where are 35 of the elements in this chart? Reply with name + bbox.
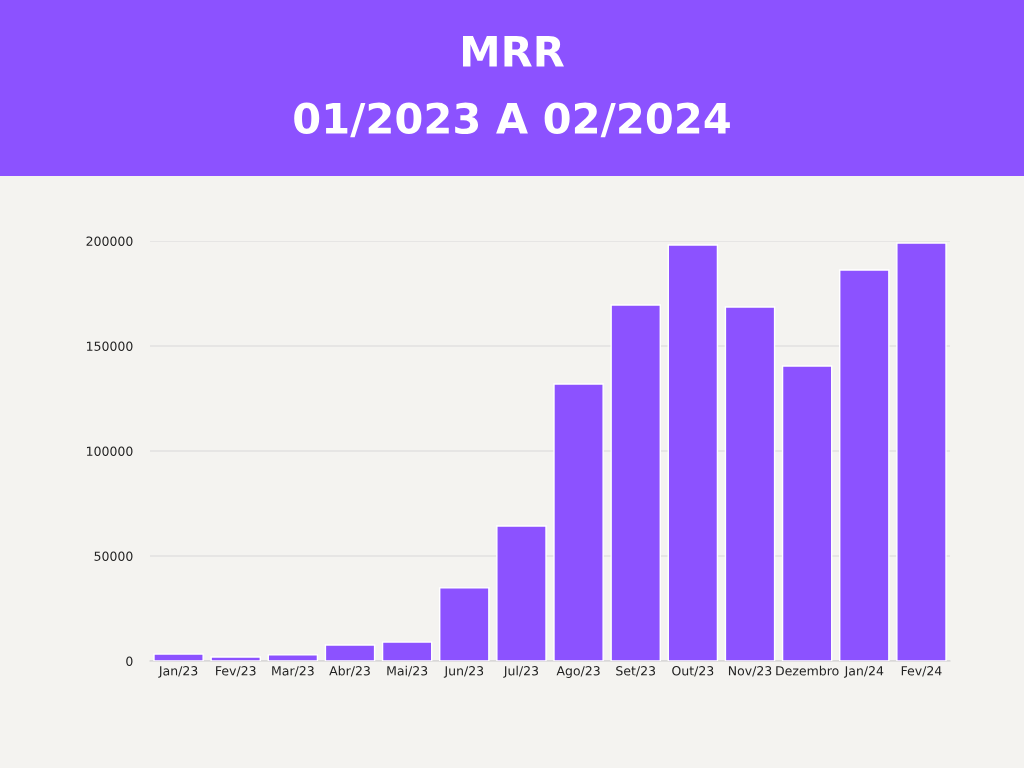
- x-tick-label: Jan/24: [843, 666, 884, 678]
- chart-subtitle: 01/2023 A 02/2024: [294, 102, 730, 138]
- x-tick-label: Nov/23: [728, 666, 772, 677]
- y-tick-label: 0: [126, 656, 133, 666]
- bar: [381, 641, 433, 661]
- bar: [553, 383, 604, 661]
- bar: [439, 587, 490, 661]
- x-tick-label: Jan/23: [158, 666, 198, 678]
- y-tick-label: 100000: [86, 446, 133, 456]
- x-tick-label: Abr/23: [329, 665, 370, 677]
- bar: [667, 244, 719, 661]
- x-tick-label: Dezembro: [776, 665, 839, 676]
- x-tick-label: Set/23: [616, 666, 656, 677]
- x-tick-label: Jun/23: [443, 666, 484, 678]
- bar: [839, 269, 890, 661]
- x-tick-label: Fev/24: [901, 666, 942, 677]
- y-tick-label: 200000: [86, 236, 133, 246]
- x-tick-label: Ago/23: [556, 666, 600, 678]
- x-tick-label: Fev/23: [216, 666, 256, 677]
- bar: [610, 304, 661, 661]
- y-tick-label: 150000: [86, 341, 133, 351]
- x-tick-label: Mai/23: [387, 665, 428, 677]
- x-tick-label: Mar/23: [272, 666, 314, 677]
- bar: [324, 644, 376, 661]
- chart-title: MRR: [463, 36, 564, 67]
- x-tick-label: Out/23: [672, 666, 714, 677]
- bar: [210, 656, 261, 661]
- bar: [724, 306, 776, 661]
- bar: [896, 242, 947, 661]
- bar: [153, 653, 204, 661]
- y-tick-label: 50000: [94, 551, 133, 561]
- bar: [781, 365, 833, 661]
- bar: [496, 525, 547, 661]
- x-tick-label: Jul/23: [503, 665, 539, 678]
- bar: [267, 654, 319, 661]
